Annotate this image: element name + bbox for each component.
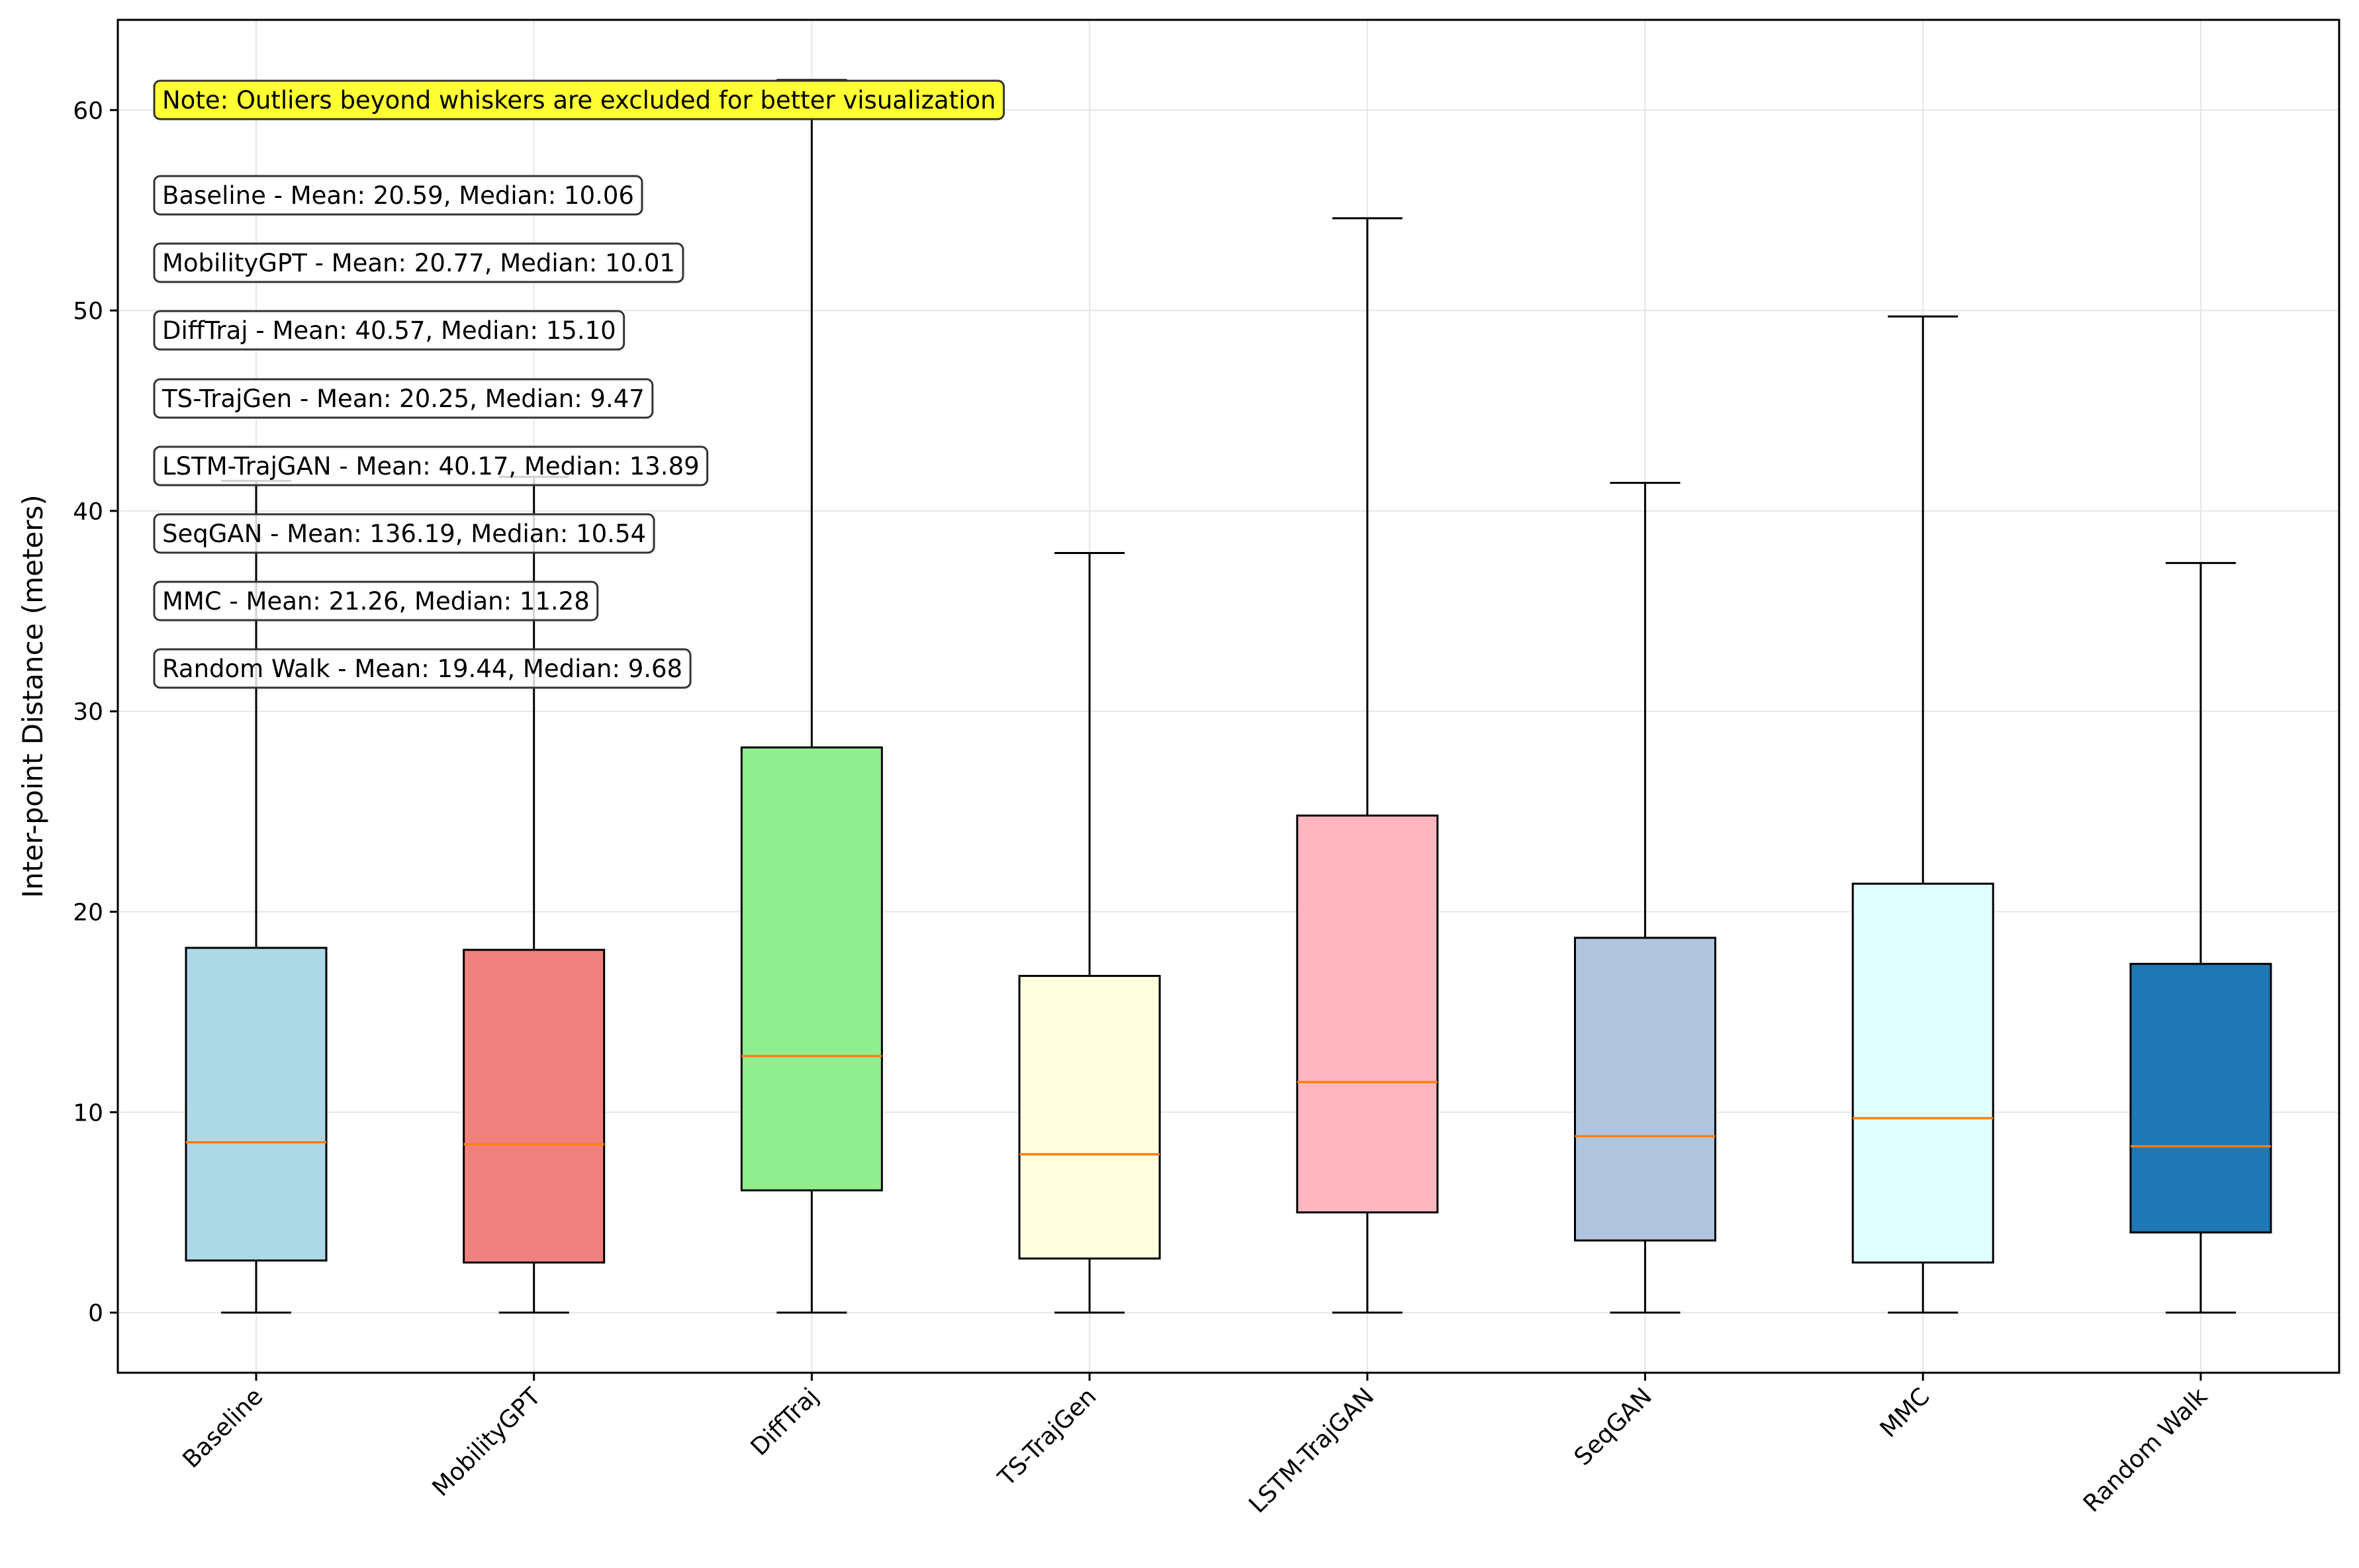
stats-label-text: TS-TrajGen - Mean: 20.25, Median: 9.47 <box>162 385 645 413</box>
box-4 <box>1296 217 1439 1314</box>
y-tick-label: 50 <box>73 298 103 325</box>
box-2 <box>740 79 883 1314</box>
stats-label-text: SeqGAN - Mean: 136.19, Median: 10.54 <box>162 520 646 548</box>
x-tick-label: LSTM-TrajGAN <box>1244 1383 1379 1518</box>
x-tick-label: DiffTraj <box>746 1383 824 1461</box>
stats-label: DiffTraj - Mean: 40.57, Median: 15.10 <box>153 310 625 351</box>
box-6 <box>1851 315 1994 1314</box>
stats-label-text: MMC - Mean: 21.26, Median: 11.28 <box>162 587 590 616</box>
stats-label-frame <box>153 378 654 419</box>
stats-label: Baseline - Mean: 20.59, Median: 10.06 <box>153 175 643 216</box>
y-tick-label: 30 <box>73 699 103 726</box>
box-body <box>1018 974 1161 1260</box>
y-tick-label: 10 <box>73 1099 103 1127</box>
stats-label-text: DiffTraj - Mean: 40.57, Median: 15.10 <box>162 316 616 345</box>
stats-label: SeqGAN - Mean: 136.19, Median: 10.54 <box>153 513 655 554</box>
stats-label: MMC - Mean: 21.26, Median: 11.28 <box>153 580 599 622</box>
stats-label-text: MobilityGPT - Mean: 20.77, Median: 10.01 <box>162 249 675 277</box>
x-tick-label: Random Walk <box>2078 1383 2213 1518</box>
stats-label: TS-TrajGen - Mean: 20.25, Median: 9.47 <box>153 378 654 419</box>
x-tick-label: MobilityGPT <box>427 1383 546 1502</box>
x-tick-label: SeqGAN <box>1569 1383 1657 1471</box>
box-body <box>463 948 606 1264</box>
y-axis-title: Inter-point Distance (meters) <box>17 494 49 898</box>
box-5 <box>1574 482 1716 1314</box>
box-0 <box>185 479 328 1314</box>
box-body <box>2129 962 2272 1234</box>
grid-layer <box>118 20 2339 1373</box>
stats-label-frame <box>153 310 625 351</box>
y-tick-label: 40 <box>73 498 103 526</box>
stats-label-frame <box>153 175 643 216</box>
box-layer <box>185 79 2272 1314</box>
x-tick-label: TS-TrajGen <box>993 1383 1102 1492</box>
note-annotation-text: Note: Outliers beyond whiskers are exclu… <box>162 86 996 115</box>
stats-label-text: Random Walk - Mean: 19.44, Median: 9.68 <box>162 655 682 683</box>
stats-label: Random Walk - Mean: 19.44, Median: 9.68 <box>153 648 692 689</box>
box-1 <box>463 475 606 1314</box>
stats-label: MobilityGPT - Mean: 20.77, Median: 10.01 <box>153 242 684 283</box>
stats-label-frame <box>153 648 692 689</box>
stats-label: LSTM-TrajGAN - Mean: 40.17, Median: 13.8… <box>153 445 709 486</box>
note-annotation-frame <box>153 79 1005 120</box>
plot-frame <box>116 19 2340 1374</box>
box-body <box>1574 937 1716 1242</box>
stats-label-frame <box>153 242 684 283</box>
note-annotation: Note: Outliers beyond whiskers are exclu… <box>153 79 1005 120</box>
stats-label-frame <box>153 580 599 622</box>
box-3 <box>1018 551 1161 1314</box>
box-body <box>185 946 328 1262</box>
stats-label-frame <box>153 445 709 486</box>
box-body <box>1851 882 1994 1264</box>
y-tick-label: 60 <box>73 97 103 124</box>
y-tick-label: 0 <box>88 1300 103 1327</box>
box-body <box>1296 814 1439 1214</box>
box-body <box>740 746 883 1191</box>
x-tick-label: Baseline <box>177 1383 268 1473</box>
stats-label-text: LSTM-TrajGAN - Mean: 40.17, Median: 13.8… <box>162 452 700 481</box>
y-tick-label: 20 <box>73 899 103 927</box>
stats-label-text: Baseline - Mean: 20.59, Median: 10.06 <box>162 181 634 210</box>
annotation-layer: Note: Outliers beyond whiskers are exclu… <box>153 79 1005 689</box>
stats-label-frame <box>153 513 655 554</box>
x-tick-label: MMC <box>1875 1383 1935 1443</box>
box-7 <box>2129 562 2272 1314</box>
